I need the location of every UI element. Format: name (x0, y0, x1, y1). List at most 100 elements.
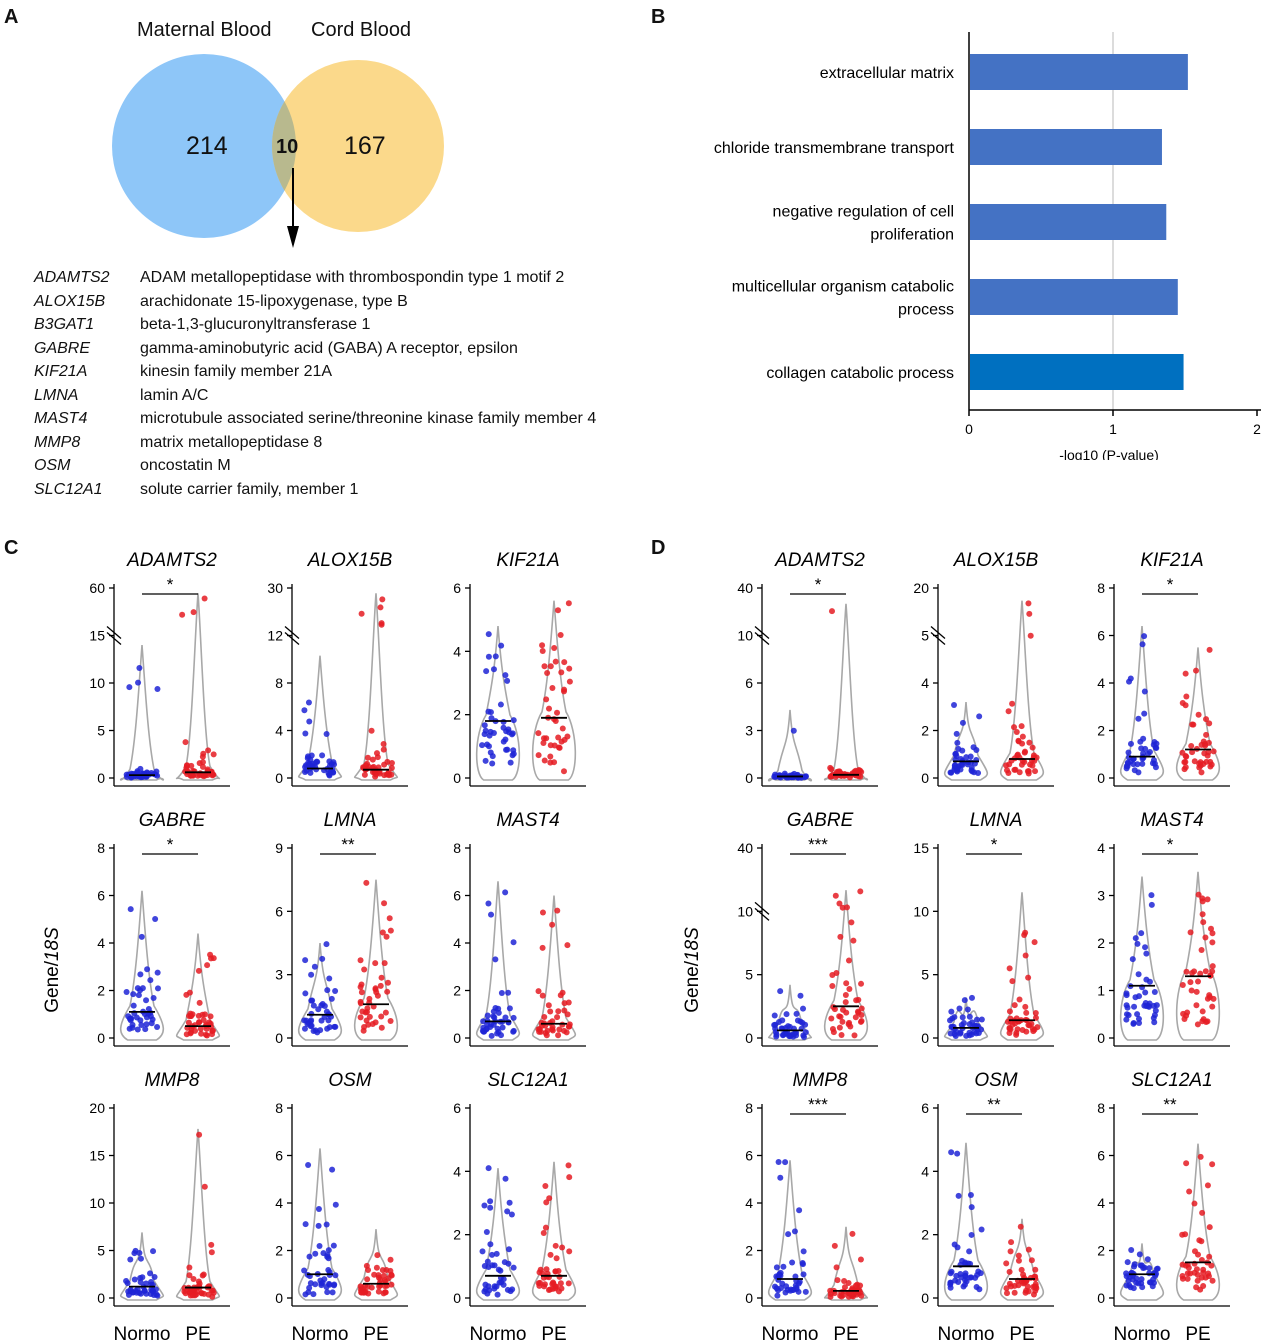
data-point (195, 1012, 202, 1019)
data-point (839, 904, 846, 911)
data-point (956, 1005, 963, 1012)
y-tick-label: 6 (1097, 628, 1105, 644)
data-point (510, 1027, 517, 1034)
data-point (1186, 1188, 1193, 1195)
data-point (1006, 965, 1013, 972)
data-point (795, 1288, 802, 1295)
panel-label-d: D (651, 537, 666, 559)
data-point (505, 989, 512, 996)
y-tick-label: 10 (89, 675, 105, 691)
violin-plot-gabre: GABRE 0 2 4 6 8 * (97, 810, 230, 1047)
data-point (196, 999, 203, 1006)
data-point (1203, 731, 1210, 738)
data-point (182, 739, 189, 746)
data-point (1135, 769, 1142, 776)
panel-label-a: A (4, 6, 19, 28)
data-point (384, 988, 391, 995)
data-point (1025, 1246, 1032, 1253)
gene-description: matrix metallopeptidase 8 (140, 433, 323, 451)
data-point (188, 772, 195, 779)
data-point (1184, 1270, 1191, 1277)
data-point (1032, 1014, 1039, 1021)
data-point (193, 1288, 200, 1295)
data-point (488, 715, 495, 722)
data-point (134, 1026, 141, 1033)
data-point (307, 1023, 314, 1030)
category-label: proliferation (870, 227, 954, 244)
data-point (555, 744, 562, 751)
data-point (183, 762, 190, 769)
data-point (482, 757, 489, 764)
data-point (800, 1005, 807, 1012)
data-point (1027, 761, 1034, 768)
y-tick-label: 0 (97, 770, 105, 786)
data-point (151, 1274, 158, 1281)
data-point (1191, 1200, 1198, 1207)
data-point (141, 1287, 148, 1294)
data-point (1187, 979, 1194, 986)
data-point (564, 942, 571, 949)
data-point (200, 1017, 207, 1024)
data-point (190, 609, 197, 616)
data-point (306, 718, 313, 725)
data-point (1183, 968, 1190, 975)
data-point (957, 1029, 964, 1036)
data-point (780, 1263, 787, 1270)
y-tick-label: 3 (275, 967, 283, 983)
y-tick-label: 5 (921, 967, 929, 983)
data-point (1134, 1011, 1141, 1018)
data-point (137, 1017, 144, 1024)
data-point (539, 647, 546, 654)
data-point (154, 1023, 161, 1030)
data-point (144, 966, 151, 973)
data-point (198, 1290, 205, 1297)
data-point (305, 699, 312, 706)
data-point (486, 1287, 493, 1294)
data-point (546, 1195, 553, 1202)
x-tick-label: 0 (965, 421, 973, 437)
data-point (1191, 758, 1198, 765)
data-point (504, 1208, 511, 1215)
data-point (305, 1162, 312, 1169)
data-point (308, 971, 315, 978)
y-axis-title: Gene/18S (682, 927, 703, 1013)
y-tick-label: 4 (1097, 840, 1105, 856)
violin-shape (175, 593, 221, 781)
data-point (1031, 939, 1038, 946)
data-point (1142, 745, 1149, 752)
data-point (1193, 667, 1200, 674)
data-point (1028, 1257, 1035, 1264)
gene-description: lamin A/C (140, 386, 209, 404)
data-point (556, 1273, 563, 1280)
data-point (541, 1283, 548, 1290)
data-point (483, 1025, 490, 1032)
violin-shape (475, 881, 521, 1041)
data-point (127, 906, 134, 913)
data-point (201, 1183, 208, 1190)
data-point (785, 1231, 792, 1238)
violin-shape (353, 879, 399, 1041)
y-tick-label: 0 (97, 1290, 105, 1306)
data-point (1195, 978, 1202, 985)
significance-label: * (991, 835, 998, 854)
y-tick-label: 40 (737, 840, 753, 856)
data-point (1022, 952, 1029, 959)
data-point (959, 719, 966, 726)
data-point (1179, 1231, 1186, 1238)
data-point (841, 1278, 848, 1285)
venn-left-count: 214 (186, 132, 228, 160)
violin-plot-gabre: GABRE 0 5 10 40 *** (737, 810, 878, 1047)
data-point (559, 1244, 566, 1251)
data-point (1028, 1020, 1035, 1027)
data-point (186, 1264, 193, 1271)
y-tick-label: 60 (89, 580, 105, 596)
data-point (358, 981, 365, 988)
violin-shape (943, 701, 989, 781)
data-point (540, 740, 547, 747)
data-point (1019, 1026, 1026, 1033)
y-tick-label: 0 (453, 1290, 461, 1306)
data-point (1008, 1239, 1015, 1246)
data-point (487, 1198, 494, 1205)
data-point (554, 607, 561, 614)
